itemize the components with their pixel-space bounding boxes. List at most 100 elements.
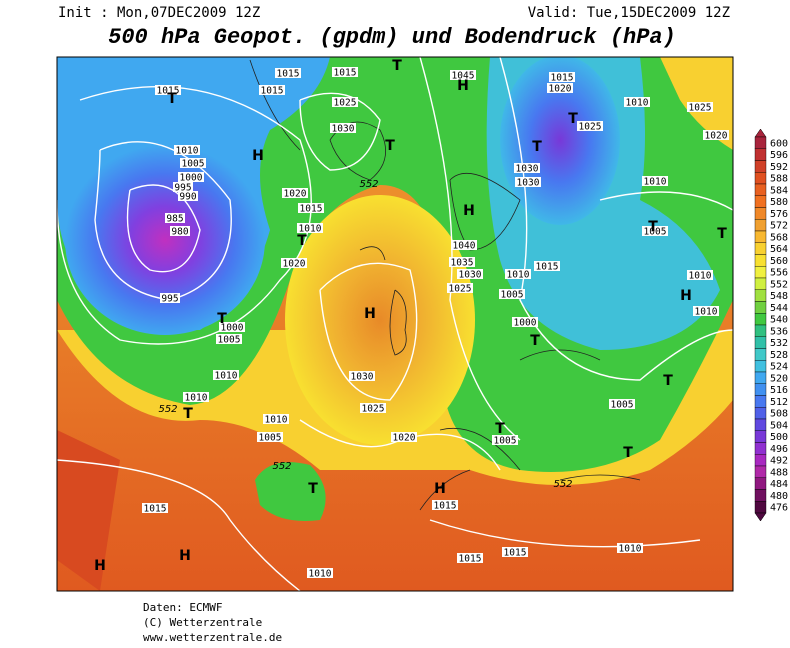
isobar-label: 1025 xyxy=(362,404,385,415)
contour-label: 552 xyxy=(359,179,378,190)
isobar-label: 1005 xyxy=(182,159,205,170)
isobar-label-bg xyxy=(450,70,476,80)
isobar-label-bg xyxy=(457,553,483,563)
isobar-label: 1015 xyxy=(334,68,357,79)
isobar-label: 985 xyxy=(166,214,183,225)
isobar-label-bg xyxy=(451,240,477,250)
scale-box xyxy=(754,395,767,408)
pressure-center: T xyxy=(568,111,578,127)
isobar-label-bg xyxy=(307,568,333,578)
isobar-label: 1005 xyxy=(501,290,524,301)
scale-box xyxy=(754,313,767,326)
scale-label: 496 xyxy=(770,444,788,455)
isobar-label-bg xyxy=(449,257,475,267)
isobar-label-bg xyxy=(332,97,358,107)
pressure-center: T xyxy=(495,421,505,437)
scale-box xyxy=(754,207,767,220)
isobar-label-bg xyxy=(505,269,531,279)
pressure-center: H xyxy=(94,558,106,574)
isobar-label: 1020 xyxy=(705,131,728,142)
scale-label: 500 xyxy=(770,432,788,443)
map-frame xyxy=(56,56,734,592)
scale-label: 540 xyxy=(770,315,788,326)
isobar-label-bg xyxy=(178,172,204,182)
isobar-label-bg xyxy=(492,435,518,445)
isobar-label-bg xyxy=(577,121,603,131)
isobar-label-bg xyxy=(391,432,417,442)
isobar-label: 1015 xyxy=(504,548,527,559)
contour-label: 552 xyxy=(553,479,572,490)
isobar-label: 1030 xyxy=(351,372,374,383)
map-area xyxy=(57,57,733,591)
scale-label: 588 xyxy=(770,174,788,185)
isobar-label: 1010 xyxy=(689,271,712,282)
scale-box xyxy=(754,360,767,373)
isobar-label: 1015 xyxy=(300,204,323,215)
init-time: Init : Mon,07DEC2009 12Z xyxy=(58,5,260,21)
isobar-label-bg xyxy=(165,213,185,223)
isobar-label: 1010 xyxy=(507,270,530,281)
pressure-center: T xyxy=(530,333,540,349)
scale-label: 600 xyxy=(770,138,788,149)
scale-box xyxy=(754,254,767,267)
isobar-label: 1025 xyxy=(334,98,357,109)
isobar-label: 1015 xyxy=(551,73,574,84)
scale-label: 592 xyxy=(770,162,788,173)
isobar-label: 1030 xyxy=(459,270,482,281)
isobar-label-bg xyxy=(693,306,719,316)
pressure-center: T xyxy=(623,445,633,461)
isobar-label-bg xyxy=(173,182,193,192)
contour-label: 552 xyxy=(272,461,291,472)
isobar-label: 1010 xyxy=(644,177,667,188)
isobar-label: 1010 xyxy=(299,224,322,235)
scale-label: 556 xyxy=(770,268,788,279)
isobar-label: 1015 xyxy=(459,554,482,565)
isobar-label-bg xyxy=(160,293,180,303)
isobar-label-bg xyxy=(617,543,643,553)
isobar-label-bg xyxy=(549,72,575,82)
pressure-center: H xyxy=(179,548,191,564)
scale-box xyxy=(754,172,767,185)
pressure-center: T xyxy=(167,91,177,107)
isobar-label-bg xyxy=(281,258,307,268)
scale-box xyxy=(754,277,767,290)
isobar-label: 1000 xyxy=(514,318,537,329)
isobar-label: 1015 xyxy=(277,69,300,80)
isobar-label: 1015 xyxy=(157,86,180,97)
isobar-label-bg xyxy=(502,547,528,557)
scale-label: 544 xyxy=(770,303,788,314)
isobar-label-bg xyxy=(259,85,285,95)
scale-box xyxy=(754,160,767,173)
scale-label: 596 xyxy=(770,150,788,161)
map-title: 500 hPa Geopot. (gpdm) und Bodendruck (h… xyxy=(108,25,676,50)
copyright: (C) Wetterzentrale xyxy=(143,616,262,629)
isobar-label: 1005 xyxy=(218,335,241,346)
scale-box xyxy=(754,465,767,478)
scale-box xyxy=(754,242,767,255)
scale-box xyxy=(754,148,767,161)
pressure-center: T xyxy=(183,406,193,422)
isobar-label: 1040 xyxy=(453,241,476,252)
isobar-label-bg xyxy=(174,145,200,155)
scale-box xyxy=(754,442,767,455)
isobar-label-bg xyxy=(687,102,713,112)
scale-box xyxy=(754,489,767,502)
pressure-center: H xyxy=(252,148,264,164)
scale-label: 516 xyxy=(770,385,788,396)
isobar-label: 1015 xyxy=(536,262,559,273)
isobar-label: 1000 xyxy=(180,173,203,184)
isobar-label-bg xyxy=(297,223,323,233)
isobar-label-bg xyxy=(687,270,713,280)
isobar-label-bg xyxy=(514,163,540,173)
isobar-label-bg xyxy=(183,392,209,402)
pressure-center: T xyxy=(717,226,727,242)
scale-label: 532 xyxy=(770,338,788,349)
scale-box xyxy=(754,136,767,149)
isobar-label-bg xyxy=(642,176,668,186)
isobar-label-bg xyxy=(499,289,525,299)
scale-label: 528 xyxy=(770,350,788,361)
scale-box xyxy=(754,324,767,337)
scale-label: 572 xyxy=(770,221,788,232)
isobar-label-bg xyxy=(216,334,242,344)
